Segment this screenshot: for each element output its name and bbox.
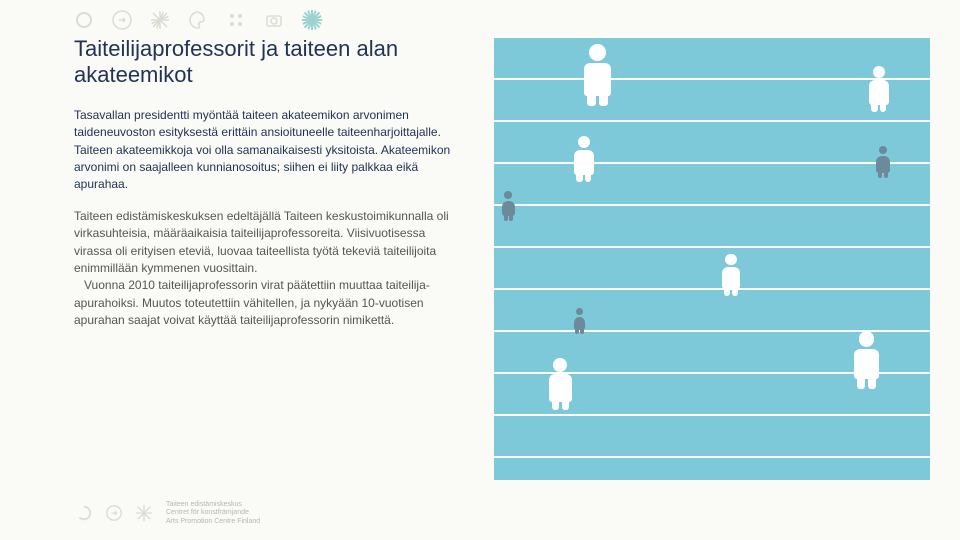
person-figure (854, 331, 879, 379)
footer-line-2: Centret för konstfrämjande (166, 509, 260, 517)
palette-icon (188, 10, 208, 30)
burst-icon (150, 10, 170, 30)
para2-part-a: Taiteen edistämiskeskuksen edeltäjällä T… (74, 209, 449, 275)
para2-part-b: Vuonna 2010 taiteilijaprofessorin virat … (74, 277, 464, 329)
burst-accent-icon (302, 10, 322, 30)
swirl-icon (74, 10, 94, 30)
person-figure (502, 191, 515, 216)
grid-line (494, 36, 930, 38)
arrow-icon (112, 10, 132, 30)
person-figure (549, 358, 572, 402)
grid-line (494, 162, 930, 164)
grid-line (494, 246, 930, 248)
footer: Taiteen edistämiskeskus Centret för kons… (74, 501, 260, 526)
grid-line (494, 456, 930, 458)
grid-line (494, 288, 930, 290)
figure-chart (494, 36, 930, 480)
grid-line (494, 78, 930, 80)
paragraph-intro: Tasavallan presidentti myöntää taiteen a… (74, 107, 464, 194)
person-figure (722, 254, 740, 289)
swirl-icon (74, 503, 94, 523)
grid-line (494, 120, 930, 122)
person-figure (574, 308, 585, 330)
page-title: Taiteilijaprofessorit ja taiteen alan ak… (74, 36, 464, 89)
content-area: Taiteilijaprofessorit ja taiteen alan ak… (74, 36, 930, 480)
arrow-icon (104, 503, 124, 523)
footer-icon-row (74, 503, 154, 523)
footer-text: Taiteen edistämiskeskus Centret för kons… (166, 501, 260, 526)
burst-icon (134, 503, 154, 523)
person-figure (869, 66, 889, 105)
grid-line (494, 204, 930, 206)
person-figure (876, 146, 890, 173)
chart-background (494, 36, 930, 480)
person-figure (574, 136, 594, 175)
footer-line-3: Arts Promotion Centre Finland (166, 518, 260, 526)
person-figure (584, 44, 611, 96)
paragraph-detail: Taiteen edistämiskeskuksen edeltäjällä T… (74, 208, 464, 330)
top-decoration-row (74, 10, 322, 30)
camera-icon (264, 10, 284, 30)
footer-line-1: Taiteen edistämiskeskus (166, 501, 260, 509)
dots-icon (226, 10, 246, 30)
text-column: Taiteilijaprofessorit ja taiteen alan ak… (74, 36, 494, 480)
grid-line (494, 414, 930, 416)
